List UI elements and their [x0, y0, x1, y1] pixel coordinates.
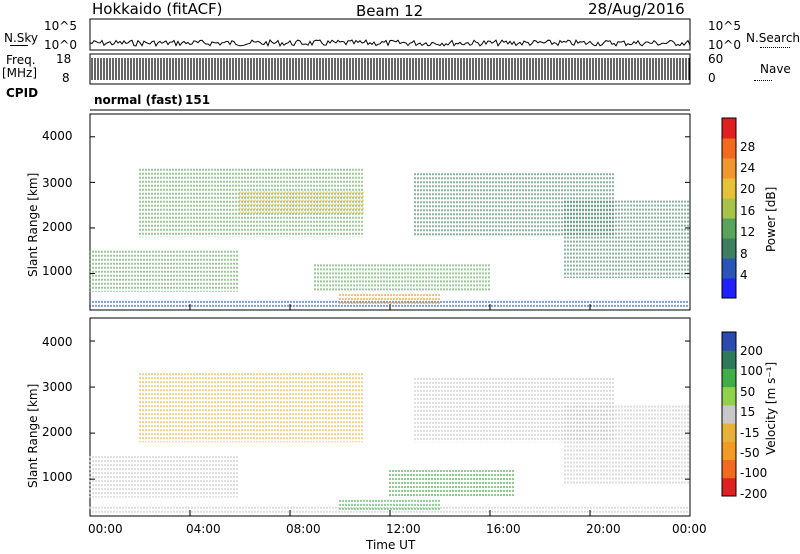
velocity-colorbar-segment-6 [722, 368, 736, 388]
power-colorbar-segment-4 [722, 198, 736, 219]
power-cbar-tick-16: 16 [740, 204, 756, 218]
velocity-ytick-4000: 4000 [42, 335, 73, 349]
freq-left-tick-top: 18 [56, 52, 72, 66]
velocity-ytick-1000: 1000 [42, 470, 73, 484]
nave-label: Nave [760, 62, 791, 76]
velocity-colorbar-segment-0 [722, 477, 736, 497]
freq-trace [91, 58, 690, 80]
power-colorbar-segment-0 [722, 278, 736, 299]
noise-search-label: N.Search [746, 31, 800, 45]
freq-right-tick-top: 60 [708, 52, 724, 66]
power-cbar-tick-4: 4 [740, 268, 748, 282]
freq-panel-frame [89, 53, 691, 85]
power-ytick-4000: 4000 [42, 129, 73, 143]
velocity-cbar-tick-100: 100 [740, 364, 763, 378]
power-cbar-tick-12: 12 [740, 225, 756, 239]
power-colorbar-segment-6 [722, 158, 736, 179]
date-label: 28/Aug/2016 [588, 0, 685, 18]
power-cbar-tick-28: 28 [740, 140, 756, 154]
power-colorbar-segment-3 [722, 218, 736, 239]
velocity-cbar-tick-200: 200 [740, 344, 763, 358]
noise-right-tick-bottom: 10^0 [708, 38, 741, 52]
velocity-echo-region-2 [139, 373, 363, 443]
cpid-label: CPID [6, 86, 39, 100]
velocity-echo-region-3 [339, 499, 440, 512]
velocity-cbar-tick-15: 15 [740, 405, 756, 419]
power-colorbar-segment-1 [722, 258, 736, 279]
xtick-1: 04:00 [186, 522, 221, 536]
power-colorbar-segment-2 [722, 238, 736, 259]
freq-left-tick-bottom: 8 [62, 71, 70, 85]
power-colorbar-segment-7 [722, 138, 736, 159]
noise-left-tick-top: 10^5 [44, 19, 77, 33]
radar-title: Hokkaido (fitACF) [92, 0, 223, 18]
power-echo-region-4 [314, 264, 490, 292]
noise-left-tick-bottom: 10^0 [44, 38, 77, 52]
power-ytick-2000: 2000 [42, 220, 73, 234]
cpid-program: normal (fast) [94, 93, 183, 107]
power-echo-region-1 [89, 250, 238, 292]
velocity-cbar-tick-neg50: -50 [740, 446, 760, 460]
power-ytick-1000: 1000 [42, 264, 73, 278]
noise-right-tick-top: 10^5 [708, 19, 741, 33]
power-echo-region-7 [564, 200, 689, 279]
xtick-3: 12:00 [386, 522, 421, 536]
power-colorbar-frame [721, 117, 737, 299]
cpid-number: 151 [185, 93, 211, 107]
power-ytick-3000: 3000 [42, 176, 73, 190]
power-echo-region-3 [239, 191, 364, 215]
velocity-colorbar-segment-8 [722, 332, 736, 351]
velocity-colorbar-segment-7 [722, 350, 736, 369]
xtick-5: 20:00 [586, 522, 621, 536]
velocity-cbar-tick-50: 50 [740, 385, 756, 399]
velocity-colorbar-segment-1 [722, 459, 736, 479]
velocity-echo-region-4 [389, 470, 514, 498]
velocity-colorbar-segment-5 [722, 386, 736, 406]
power-colorbar-segment-5 [722, 178, 736, 199]
velocity-cbar-tick-neg100: -100 [740, 466, 768, 480]
noise-search-legend-line [760, 47, 790, 48]
xtick-4: 16:00 [486, 522, 521, 536]
velocity-cbar-tick-neg200: -200 [740, 487, 768, 501]
noise-panel-frame [89, 18, 691, 51]
nave-legend-line [754, 80, 772, 81]
velocity-echo-region-6 [564, 405, 689, 484]
velocity-colorbar-segment-4 [722, 404, 736, 424]
noise-sky-trace [89, 39, 691, 48]
xtick-0: 00:00 [88, 522, 123, 536]
freq-unit-label: [MHz] [2, 66, 38, 80]
velocity-echo-region-0 [89, 506, 688, 514]
power-echo-region-0 [89, 300, 688, 308]
power-cbar-tick-20: 20 [740, 182, 756, 196]
velocity-ytick-2000: 2000 [42, 425, 73, 439]
velocity-cbar-tick-neg15: -15 [740, 426, 760, 440]
noise-sky-legend-line [10, 45, 28, 46]
freq-right-tick-bottom: 0 [708, 71, 716, 85]
velocity-colorbar-segment-3 [722, 423, 736, 442]
xaxis-label: Time UT [366, 538, 416, 552]
power-cbar-tick-8: 8 [740, 247, 748, 261]
xtick-2: 08:00 [286, 522, 321, 536]
velocity-ytick-3000: 3000 [42, 380, 73, 394]
velocity-echo-region-1 [89, 456, 238, 498]
power-cbar-tick-24: 24 [740, 161, 756, 175]
beam-label: Beam 12 [356, 2, 424, 20]
noise-sky-label: N.Sky [4, 31, 39, 45]
freq-label: Freq. [6, 53, 36, 67]
power-echo-region-5 [339, 294, 440, 306]
power-echo-region-2 [139, 168, 363, 238]
power-colorbar-segment-8 [722, 118, 736, 139]
xtick-6: 00:00 [672, 522, 707, 536]
velocity-colorbar-frame [721, 331, 737, 497]
velocity-colorbar-segment-2 [722, 441, 736, 461]
